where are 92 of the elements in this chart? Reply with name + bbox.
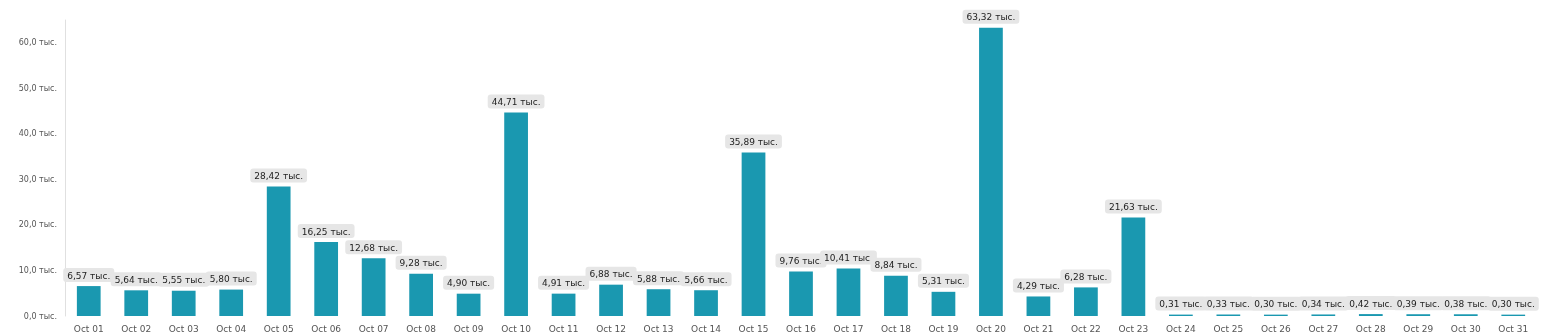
bar [836, 268, 861, 316]
data-label: 63,32 тыс. [966, 12, 1016, 23]
x-tick-label: Oct 05 [263, 323, 294, 334]
y-tick-label: 60,0 тыс. [18, 38, 57, 48]
x-tick-label: Oct 14 [691, 323, 722, 334]
x-tick-label: Oct 20 [976, 323, 1007, 334]
data-label: 5,31 тыс. [921, 276, 965, 287]
data-label: 44,71 тыс. [491, 96, 541, 107]
x-tick-label: Oct 13 [643, 323, 674, 334]
bar [1074, 287, 1098, 316]
bar [504, 112, 528, 316]
y-tick-label: 40,0 тыс. [18, 129, 57, 139]
bar [266, 186, 291, 316]
x-tick-label: Oct 01 [73, 323, 104, 334]
bar [741, 152, 766, 316]
data-label: 9,76 тыс. [779, 256, 823, 267]
y-tick-label: 0,0 тыс. [23, 311, 57, 321]
bar [884, 275, 908, 316]
x-tick-label: Oct 29 [1403, 323, 1434, 334]
data-label: 35,89 тыс. [729, 137, 778, 148]
bar [314, 242, 339, 316]
y-tick-label: 20,0 тыс. [18, 220, 57, 230]
x-tick-label: Oct 24 [1165, 323, 1197, 334]
data-label: 4,91 тыс. [542, 278, 586, 289]
data-label: 5,66 тыс. [684, 274, 728, 285]
bar [171, 290, 196, 316]
x-tick-label: Oct 21 [1023, 323, 1054, 334]
x-tick-label: Oct 09 [453, 323, 484, 334]
bar [646, 289, 671, 316]
bar [979, 27, 1003, 316]
data-label: 0,34 тыс. [1301, 298, 1345, 309]
x-tick-label: Oct 23 [1118, 323, 1149, 334]
data-label: 0,39 тыс. [1396, 298, 1440, 309]
data-label: 6,88 тыс. [589, 269, 633, 280]
x-tick-label: Oct 22 [1070, 323, 1101, 334]
data-label: 0,38 тыс. [1444, 298, 1488, 309]
bar [789, 271, 813, 316]
data-label: 8,84 тыс. [874, 260, 918, 271]
x-tick-label: Oct 16 [786, 323, 817, 334]
data-label: 9,28 тыс. [399, 258, 443, 269]
y-tick-label: 10,0 тыс. [18, 265, 57, 275]
x-tick-label: Oct 31 [1498, 323, 1529, 334]
data-label: 5,64 тыс. [114, 274, 158, 285]
data-label: 16,25 тыс. [301, 226, 351, 237]
x-tick-label: Oct 26 [1260, 323, 1292, 334]
x-tick-label: Oct 19 [928, 323, 959, 334]
bar [219, 289, 244, 316]
bar [1026, 296, 1051, 316]
data-label: 6,57 тыс. [67, 270, 111, 281]
bar [124, 290, 149, 316]
bar [1121, 217, 1146, 316]
y-tick-label: 30,0 тыс. [18, 174, 57, 184]
data-label: 10,41 тыс. [824, 253, 873, 264]
data-label: 28,42 тыс. [254, 171, 304, 182]
x-tick-label: Oct 11 [548, 323, 579, 334]
bar [551, 293, 576, 316]
x-tick-label: Oct 25 [1213, 323, 1244, 334]
data-label: 0,30 тыс. [1491, 299, 1535, 310]
data-label: 0,31 тыс. [1159, 299, 1203, 310]
x-tick-label: Oct 30 [1450, 323, 1481, 334]
bar [76, 286, 101, 316]
y-tick-label: 50,0 тыс. [18, 83, 57, 93]
x-tick-label: Oct 07 [358, 323, 389, 334]
data-label: 0,33 тыс. [1206, 299, 1250, 309]
data-label: 6,28 тыс. [1064, 271, 1108, 282]
data-label: 5,88 тыс. [637, 273, 681, 284]
bar [456, 293, 481, 316]
x-tick-label: Oct 08 [406, 323, 437, 334]
bar [931, 291, 956, 316]
x-tick-label: Oct 18 [881, 323, 912, 334]
data-label: 5,55 тыс. [162, 275, 206, 286]
x-tick-label: Oct 15 [738, 323, 769, 334]
bar [599, 284, 623, 316]
bar [409, 273, 433, 316]
x-tick-label: Oct 17 [833, 323, 864, 334]
data-label: 4,90 тыс. [447, 278, 491, 289]
x-tick-label: Oct 02 [121, 323, 152, 334]
x-tick-label: Oct 10 [501, 323, 532, 334]
data-label: 0,42 тыс. [1349, 298, 1393, 309]
x-tick-label: Oct 03 [168, 323, 199, 334]
x-tick-label: Oct 12 [596, 323, 626, 334]
x-tick-label: Oct 04 [216, 323, 247, 334]
data-label: 5,80 тыс. [209, 274, 253, 285]
bar [361, 258, 386, 316]
x-tick-label: Oct 06 [311, 323, 342, 334]
x-tick-label: Oct 27 [1308, 323, 1339, 334]
data-label: 4,29 тыс. [1016, 280, 1060, 291]
bar [694, 290, 718, 316]
data-label: 0,30 тыс. [1254, 299, 1298, 310]
data-label: 12,68 тыс. [349, 242, 399, 253]
data-label: 21,63 тыс. [1108, 202, 1158, 212]
x-tick-label: Oct 28 [1355, 323, 1387, 334]
